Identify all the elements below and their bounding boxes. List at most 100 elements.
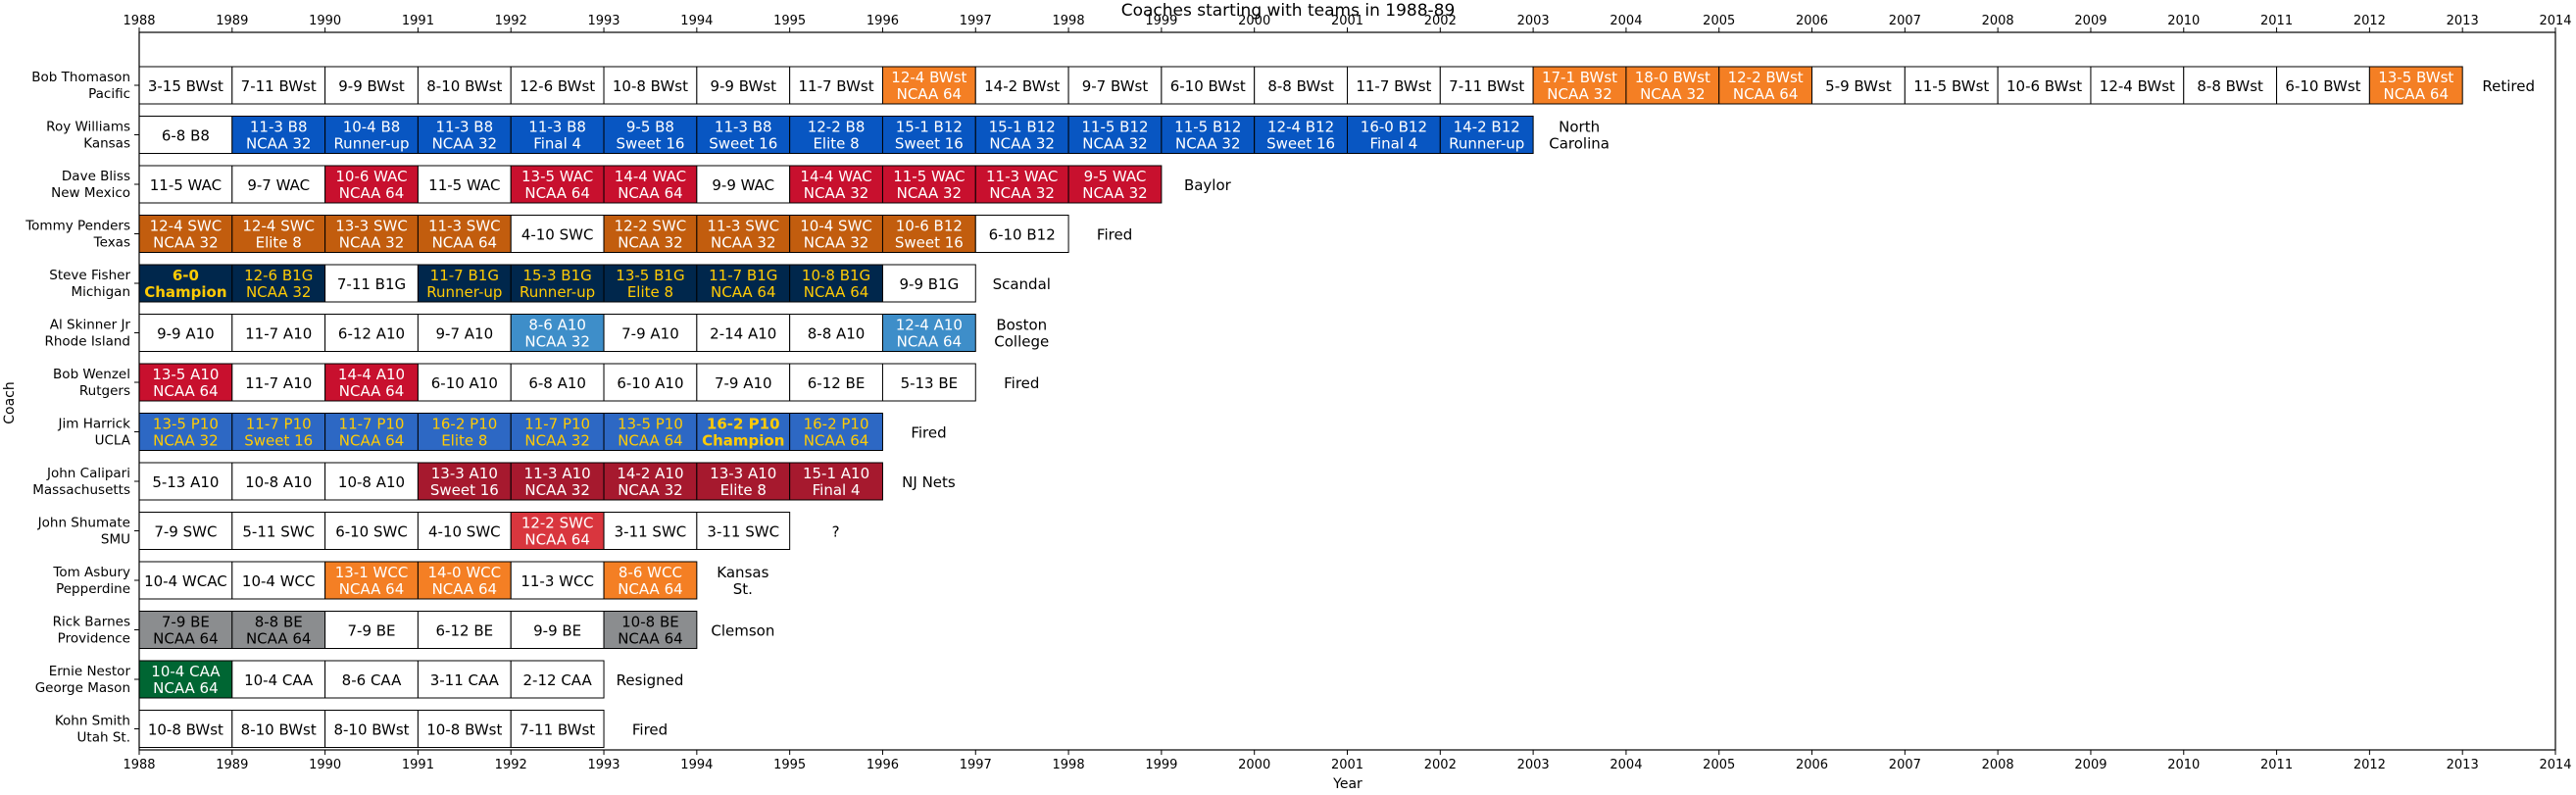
season-cell (789, 116, 883, 154)
x-tick-top-label: 2010 (2167, 14, 2200, 28)
coach-name-label: Ernie Nestor (49, 664, 131, 679)
coach-outcome-label: Fired (632, 721, 668, 739)
season-cell (417, 462, 512, 501)
season-cell (603, 413, 698, 451)
season-record-label: 3-15 BWst (148, 77, 223, 95)
season-cell (974, 66, 1069, 105)
season-record-label: 15-1 B12 (896, 119, 963, 136)
season-record-label: 8-10 BWst (333, 721, 409, 739)
season-cell (1067, 165, 1163, 204)
season-cell (417, 165, 512, 204)
season-record-label: 2-12 CAA (523, 671, 593, 689)
season-result-label: NCAA 32 (1175, 135, 1241, 153)
season-cell (2276, 66, 2370, 105)
season-cell (231, 462, 326, 501)
season-cell (324, 165, 419, 204)
x-tick-top-label: 2009 (2074, 14, 2106, 28)
season-record-label: 9-9 BWst (338, 77, 405, 95)
season-cell (696, 512, 791, 550)
season-record-label: 14-2 B12 (1454, 119, 1520, 136)
season-cell (324, 264, 419, 303)
season-cell (510, 710, 605, 748)
season-record-label: 14-2 A10 (617, 465, 683, 482)
season-result-label: NCAA 32 (989, 184, 1055, 202)
season-cell (231, 116, 326, 154)
coach-team-label: Kansas (83, 136, 130, 152)
coach-team-label: Rhode Island (44, 334, 130, 350)
season-record-label: 11-3 SWC (707, 218, 779, 235)
season-result-label: NCAA 32 (618, 234, 683, 252)
coach-name-label: Tom Asbury (52, 565, 130, 580)
season-cell (789, 363, 883, 402)
season-record-label: 12-4 SWC (150, 218, 223, 235)
x-tick-top-label: 2006 (1796, 14, 1828, 28)
season-result-label: Elite 8 (720, 481, 767, 499)
season-cell (696, 363, 791, 402)
season-cell (417, 710, 512, 748)
season-record-label: 14-4 A10 (338, 366, 405, 383)
x-tick-top-label: 2007 (1889, 14, 1921, 28)
season-record-label: 4-10 SWC (428, 523, 501, 541)
coach-name-label: Steve Fisher (49, 268, 130, 283)
season-record-label: 13-5 B1G (616, 267, 684, 284)
x-axis-label: Year (1332, 776, 1362, 792)
season-record-label: 15-1 B12 (989, 119, 1056, 136)
season-result-label: Sweet 16 (895, 234, 964, 252)
season-record-label: 7-9 BE (162, 614, 210, 631)
season-cell (324, 363, 419, 402)
season-cell (324, 561, 419, 600)
season-cell (881, 215, 976, 253)
season-record-label: 3-11 SWC (615, 523, 687, 541)
season-record-label: 12-2 SWC (521, 515, 594, 532)
coach-outcome-label: Kansas (717, 564, 768, 581)
season-record-label: 13-5 WAC (521, 168, 593, 185)
season-result-label: NCAA 64 (339, 432, 405, 450)
season-cell (510, 561, 605, 600)
season-result-label: NCAA 32 (1082, 135, 1148, 153)
season-cell (324, 611, 419, 649)
season-record-label: 13-3 A10 (710, 465, 776, 482)
x-tick-bottom-label: 1997 (960, 758, 992, 772)
season-record-label: 6-12 A10 (338, 325, 405, 343)
season-record-label: 11-5 WAC (893, 168, 965, 185)
x-tick-bottom-label: 2012 (2353, 758, 2386, 772)
coach-name-label: John Calipari (46, 466, 130, 481)
season-cell (231, 215, 326, 253)
season-record-label: 12-4 A10 (896, 317, 963, 334)
coach-team-label: UCLA (95, 433, 131, 449)
season-cell (789, 413, 883, 451)
season-cell (138, 116, 233, 154)
coach-outcome-label: Boston (996, 317, 1047, 334)
season-record-label: 11-5 B12 (1081, 119, 1148, 136)
season-record-label: 10-6 WAC (335, 168, 407, 185)
x-tick-bottom-label: 1998 (1053, 758, 1085, 772)
season-cell (417, 215, 512, 253)
coach-name-label: Al Skinner Jr (50, 318, 131, 333)
season-record-label: 7-9 BE (347, 622, 395, 640)
season-result-label: NCAA 64 (897, 85, 963, 103)
season-record-label: 6-10 A10 (617, 374, 683, 392)
season-record-label: 11-7 P10 (524, 416, 590, 433)
season-cell (231, 512, 326, 550)
season-record-label: 14-4 WAC (615, 168, 686, 185)
season-record-label: 11-3 WAC (986, 168, 1058, 185)
season-record-label: 10-4 B8 (343, 119, 401, 136)
coach-name-label: Bob Wenzel (53, 367, 130, 382)
season-cell (1439, 66, 1534, 105)
coach-outcome-label: Fired (911, 424, 946, 442)
coach-team-label: SMU (101, 532, 130, 548)
season-cell (510, 264, 605, 303)
x-tick-bottom-label: 2004 (1610, 758, 1642, 772)
x-tick-top-label: 2014 (2539, 14, 2571, 28)
season-result-label: NCAA 64 (2384, 85, 2450, 103)
season-result-label: NCAA 32 (432, 135, 498, 153)
season-result-label: NCAA 32 (1640, 85, 1706, 103)
season-cell (324, 116, 419, 154)
season-record-label: 7-9 A10 (621, 325, 679, 343)
season-cell (1067, 116, 1163, 154)
season-record-label: 11-3 B8 (528, 119, 586, 136)
coach-name-label: Roy Williams (46, 120, 130, 135)
